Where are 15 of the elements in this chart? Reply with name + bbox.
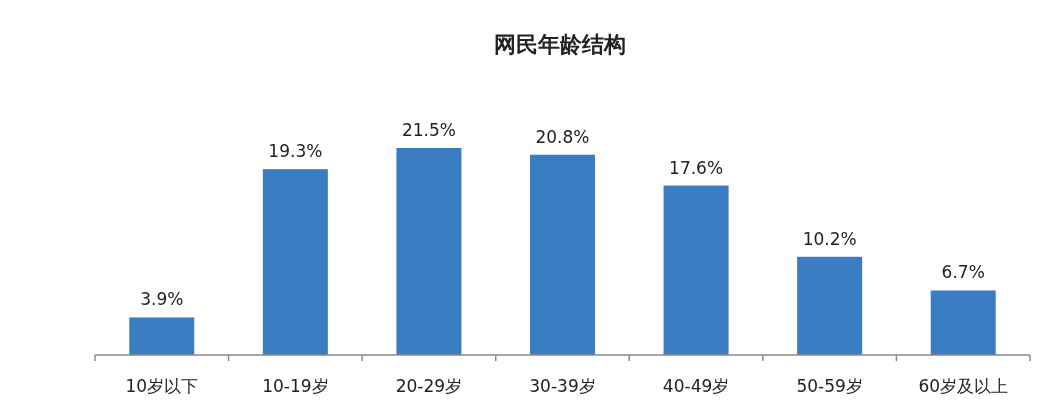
- data-label: 17.6%: [669, 157, 724, 178]
- data-label: 6.7%: [941, 262, 985, 283]
- x-tick-label: 10岁以下: [125, 376, 199, 396]
- data-label: 3.9%: [140, 289, 184, 310]
- data-label: 10.2%: [802, 228, 857, 249]
- x-tick-label: 60岁及以上: [918, 376, 1009, 396]
- data-label: 21.5%: [401, 120, 456, 140]
- x-tick-label: 40-49岁: [662, 376, 730, 396]
- x-tick-label: 10-19岁: [262, 376, 329, 396]
- chart-title: 网民年龄结构: [494, 32, 626, 57]
- data-label: 20.8%: [535, 126, 590, 147]
- x-tick-label: 20-29岁: [395, 376, 463, 396]
- data-label: 19.3%: [268, 141, 323, 162]
- x-tick-label: 30-39岁: [529, 376, 596, 396]
- x-tick-label: 50-59岁: [796, 376, 863, 396]
